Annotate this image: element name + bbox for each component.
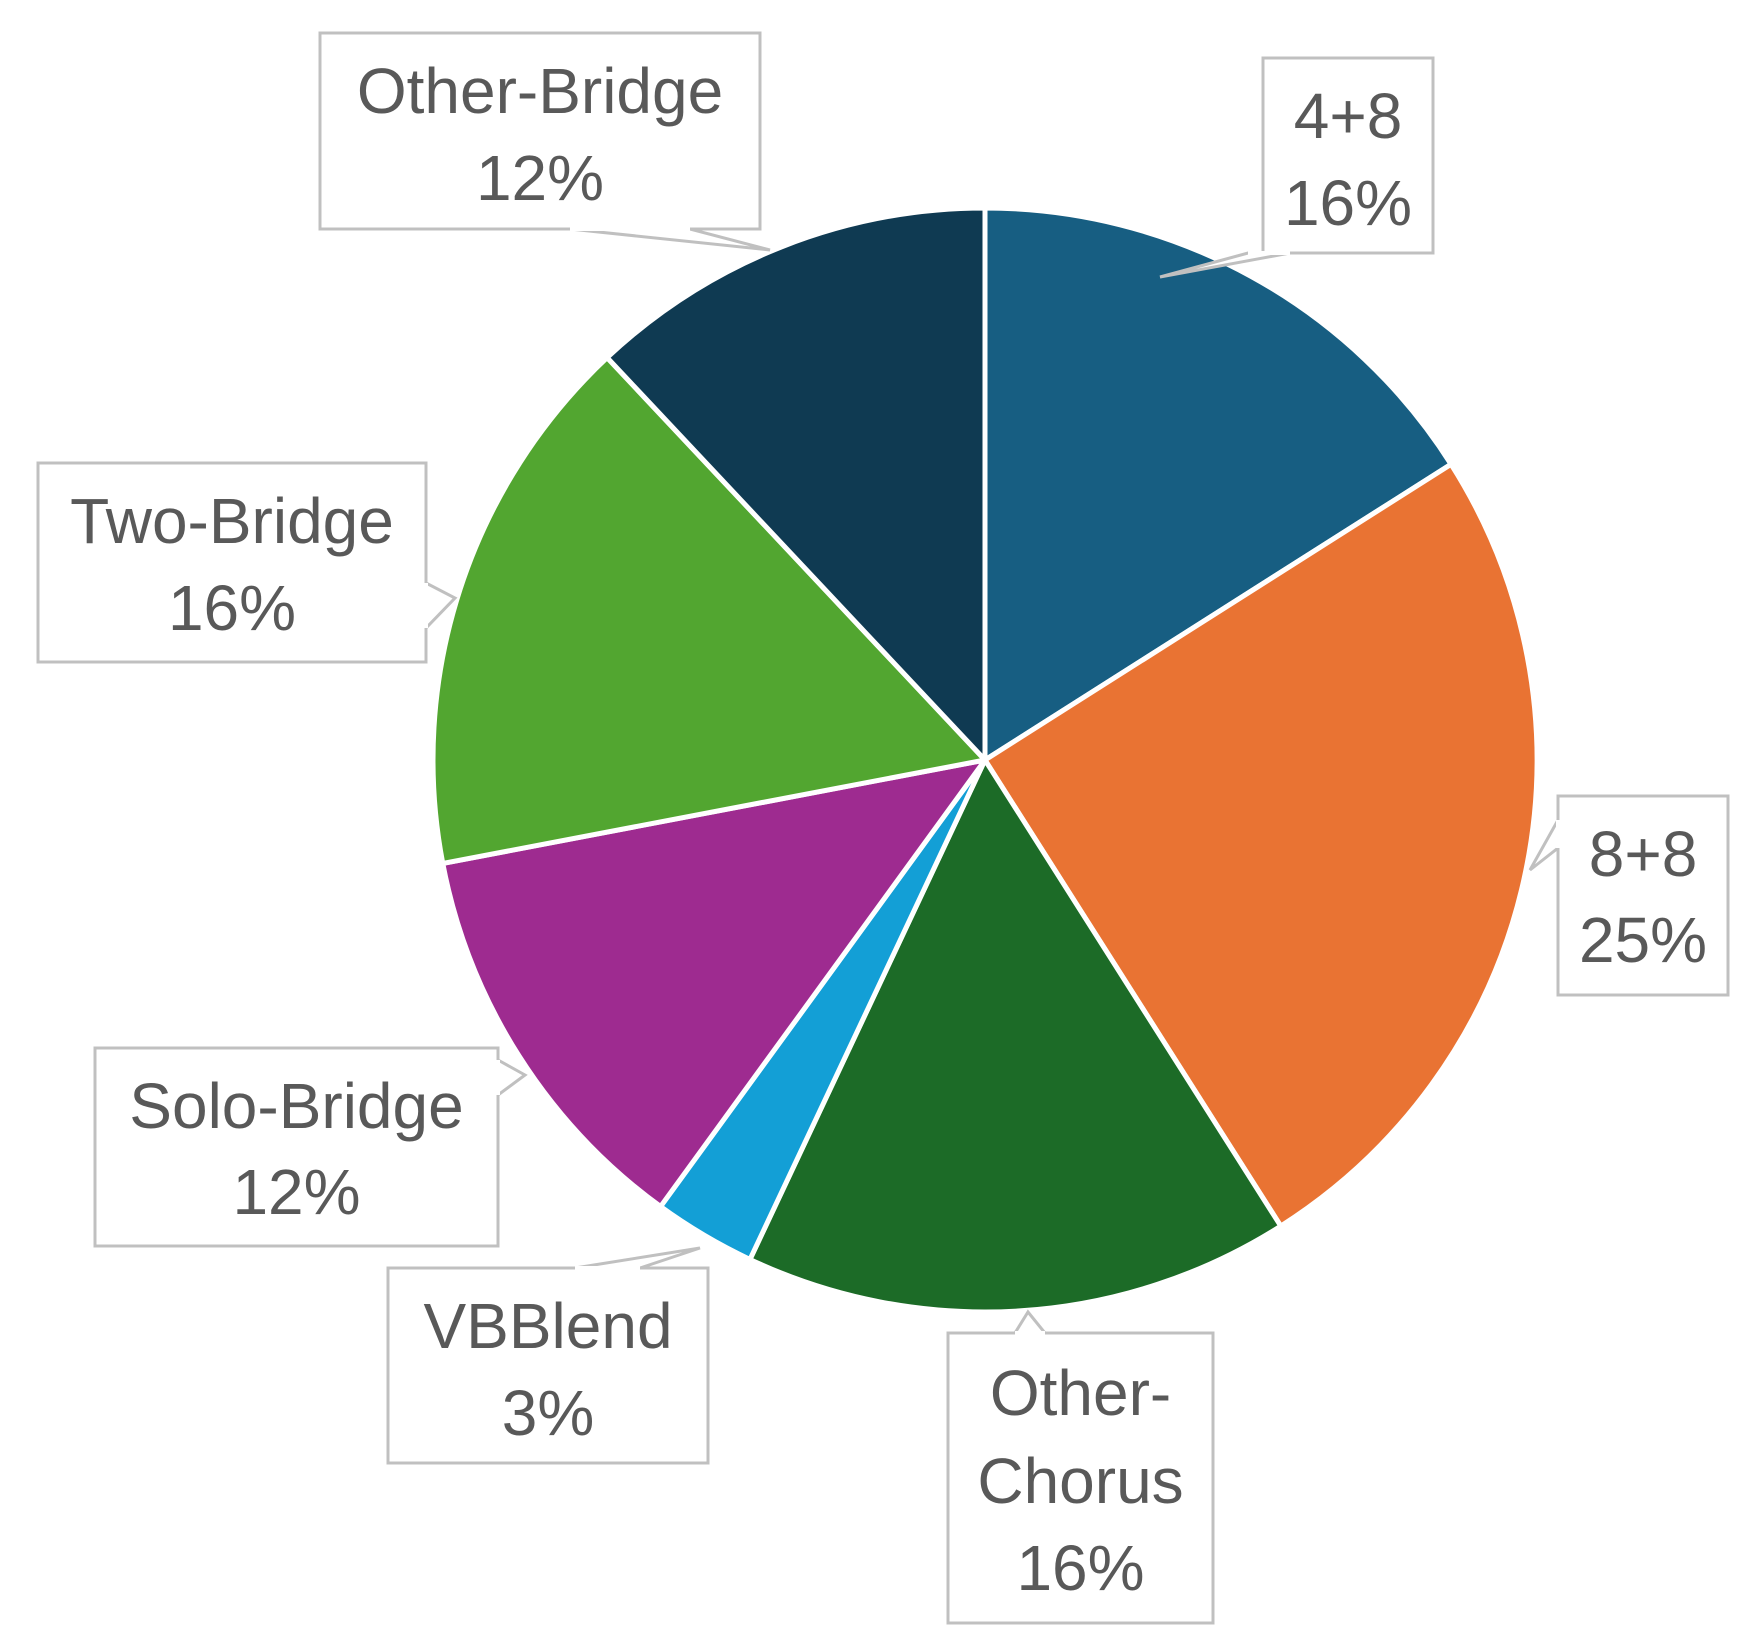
pie-slice-other-chorus: [747, 757, 1284, 1315]
data-label-percent: 12%: [476, 142, 604, 214]
callout-other-chorus: Other- Chorus 16%: [946, 1309, 1215, 1625]
pie-slices: [430, 205, 1540, 1315]
callout-vbblend: VBBlend 3%: [386, 1246, 710, 1465]
data-label-percent: 25%: [1579, 904, 1707, 976]
pie-slice-other-bridge: [604, 205, 988, 763]
callout-pointer: [1012, 1309, 1049, 1335]
callout-box: [93, 1046, 500, 1248]
data-label-category: Chorus: [977, 1445, 1183, 1517]
pie-slice-4-8: [982, 205, 1454, 763]
callout-4-8: 4+816%: [1159, 56, 1435, 279]
data-label-percent: 16%: [1284, 167, 1412, 239]
callout-pointer: [574, 1246, 701, 1270]
data-label-callouts: 4+816%8+825%Other-Chorus16%VBBlend3%Solo…: [36, 31, 1730, 1625]
data-label-percent: 16%: [1016, 1532, 1144, 1604]
data-label-percent: 16%: [168, 572, 296, 644]
callout-pointer: [569, 227, 771, 252]
callout-box: [946, 1331, 1215, 1625]
callout-box: [386, 1266, 710, 1465]
data-label-percent: 12%: [232, 1156, 360, 1228]
data-label-category: 4+8: [1294, 80, 1403, 152]
callout-box: [1556, 794, 1730, 997]
data-label-category: VBBlend: [423, 1290, 672, 1362]
callout-box: [1261, 56, 1435, 255]
callout-pointer: [496, 1057, 528, 1098]
pie-slice-8-8: [982, 461, 1540, 1229]
callout-box: [36, 461, 428, 664]
callout-8-8: 8+825%: [1528, 794, 1730, 997]
callout-two-bridge: Two-Bridge 16%: [36, 461, 458, 664]
callout-box: [318, 31, 762, 231]
data-label-category: Solo-Bridge: [129, 1070, 463, 1142]
pie-slice-solo-bridge: [440, 757, 988, 1210]
data-label-category: Other-: [990, 1357, 1171, 1429]
data-label-category: Two-Bridge: [70, 485, 394, 557]
callout-other-bridge: Other-Bridge 12%: [318, 31, 771, 252]
data-label-category: 8+8: [1589, 818, 1698, 890]
pie-slice-two-bridge: [430, 355, 988, 866]
callout-solo-bridge: Solo-Bridge 12%: [93, 1046, 528, 1248]
data-label-percent: 3%: [502, 1377, 595, 1449]
data-label-category: Other-Bridge: [357, 55, 723, 127]
